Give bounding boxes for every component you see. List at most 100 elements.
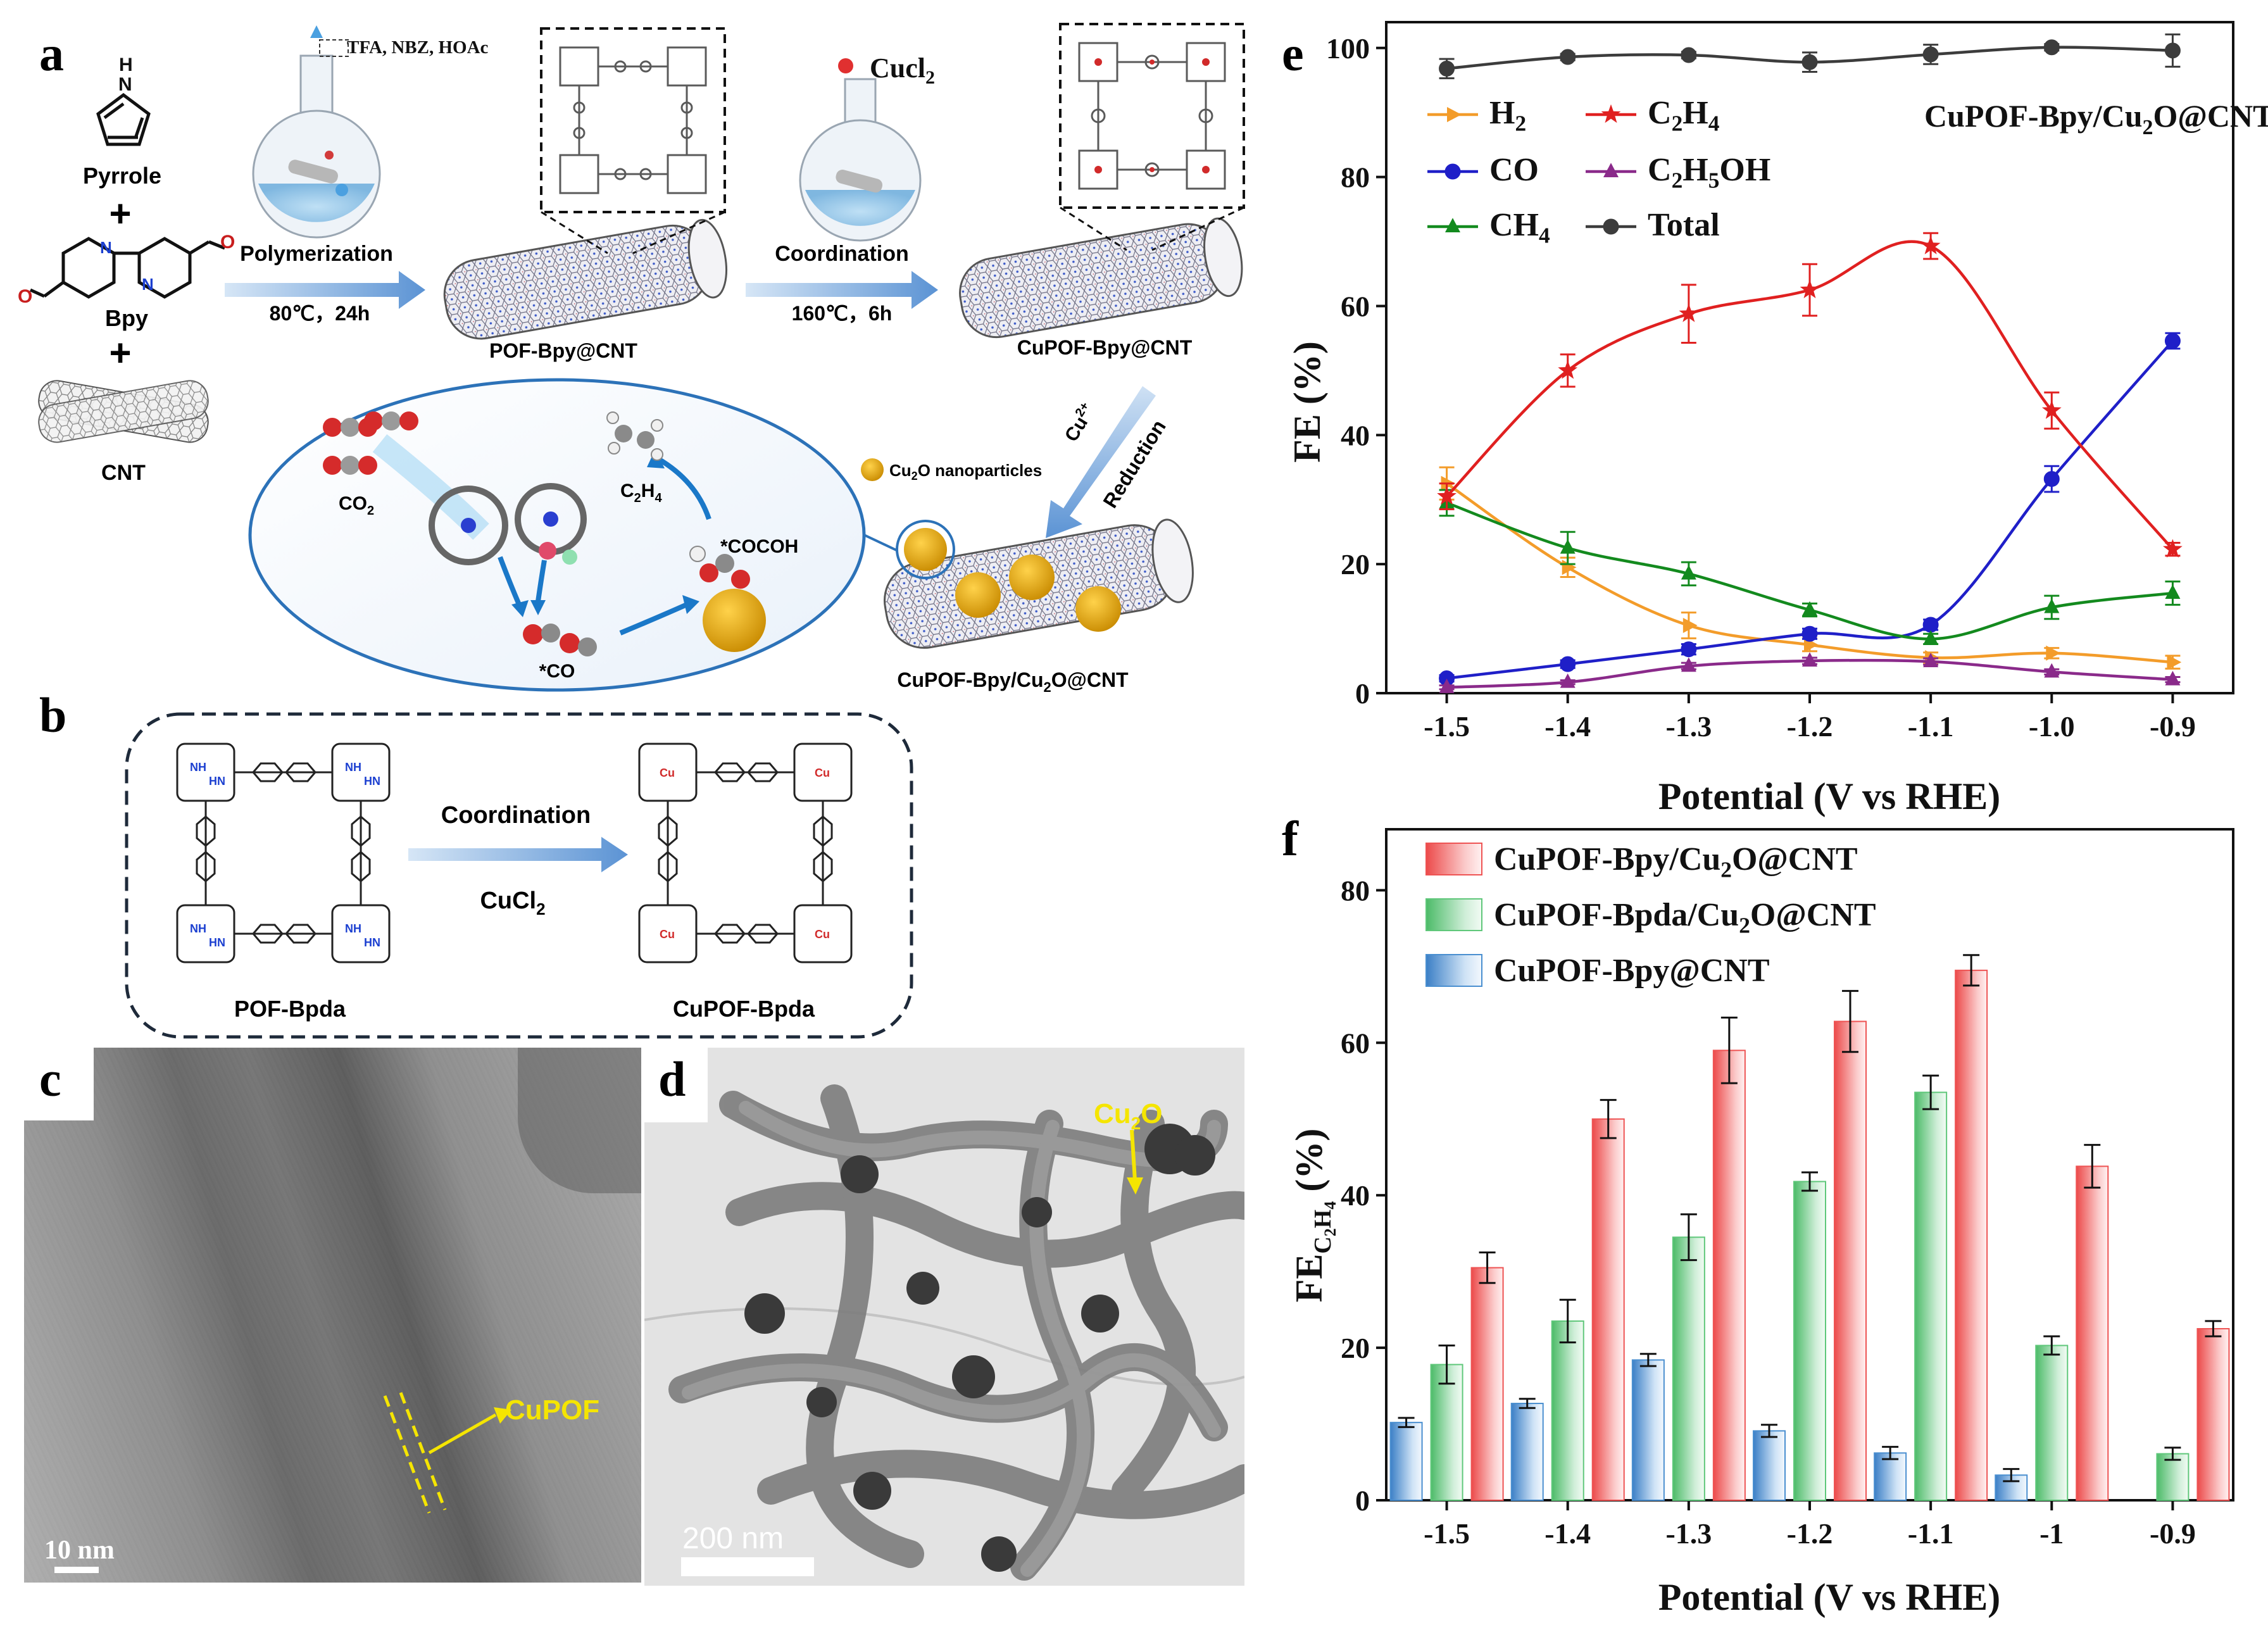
chart-e-legend-marker bbox=[1444, 163, 1461, 180]
mech-c2h4: C2H4 bbox=[620, 480, 662, 505]
panel-b-arrow bbox=[408, 837, 628, 872]
chart-e-point bbox=[1679, 303, 1699, 322]
arrow-coordination bbox=[746, 271, 938, 309]
product-pof-bpy-cnt: POF-Bpy@CNT bbox=[489, 339, 637, 362]
step2-condition: 160℃，6h bbox=[792, 302, 893, 325]
chart-f-bar bbox=[2156, 1453, 2190, 1501]
chart-f-bar bbox=[1631, 1359, 1665, 1502]
chart-e-point bbox=[1682, 617, 1698, 633]
chart-f-bar bbox=[1874, 1452, 1907, 1501]
chart-e-point bbox=[2164, 333, 2181, 349]
arrow-polymerization bbox=[225, 271, 425, 309]
chart-e-xlabel: Potential (V vs RHE) bbox=[1658, 775, 2001, 817]
chart-e-point bbox=[1802, 652, 1817, 667]
chart-f-bar bbox=[1591, 1118, 1625, 1501]
reactant-cnt: CNT bbox=[101, 461, 146, 485]
cupof-inset-framework bbox=[1078, 42, 1226, 190]
chart-f-xtick-label: -1.5 bbox=[1424, 1517, 1470, 1550]
chart-f-bar bbox=[1389, 1422, 1423, 1501]
cupof-bpda-label: CuPOF-Bpda bbox=[673, 996, 815, 1022]
svg-text:NH: NH bbox=[190, 922, 206, 935]
co2-molecules bbox=[323, 411, 418, 475]
chart-e-legend-label: C2H4 bbox=[1648, 95, 1720, 135]
chart-f-bar bbox=[1753, 1430, 1786, 1501]
panel-b-arrow-top: Coordination bbox=[441, 802, 591, 829]
chart-e-point bbox=[1560, 656, 1576, 672]
chart-f-ytick-label: 20 bbox=[1341, 1332, 1370, 1364]
product-cupof-cu2o-cnt: CuPOF-Bpy/Cu2O@CNT bbox=[897, 668, 1129, 695]
chart-f-xtick-label: -1 bbox=[2039, 1517, 2064, 1550]
panel-label-e: e bbox=[1282, 26, 1304, 81]
panel-label-f: f bbox=[1282, 811, 1298, 866]
panel-label-b: b bbox=[39, 687, 67, 743]
chart-f-ytick-label: 80 bbox=[1341, 874, 1370, 906]
chart-f-ylabel: FEC2H4 (%) bbox=[1288, 1129, 1339, 1303]
svg-text:NH: NH bbox=[345, 922, 361, 935]
cu2o-np-legend-dot bbox=[861, 458, 884, 481]
porphyrin-model bbox=[429, 483, 587, 565]
panel-a-scheme: N H Pyrrole + O O N N Bpy + CNT TFA, NB bbox=[18, 23, 1245, 695]
chart-e-point bbox=[2165, 584, 2181, 599]
svg-text:HN: HN bbox=[364, 775, 380, 787]
svg-text:NH: NH bbox=[190, 761, 206, 774]
reactant-bpy: Bpy bbox=[105, 305, 148, 331]
chart-e-ytick-label: 40 bbox=[1341, 419, 1370, 451]
chart-e-point bbox=[1922, 46, 1939, 63]
chart-f-xlabel: Potential (V vs RHE) bbox=[1658, 1576, 2001, 1618]
chart-e-ylabel: FE (%) bbox=[1286, 341, 1328, 463]
chart-f-xtick-label: -1.4 bbox=[1544, 1517, 1591, 1550]
chart-e-point bbox=[1681, 565, 1696, 580]
svg-text:O: O bbox=[18, 286, 32, 307]
chart-f-ytick-label: 60 bbox=[1341, 1027, 1370, 1059]
chart-f-ytick-label: 0 bbox=[1355, 1484, 1370, 1517]
chart-e-ytick-label: 20 bbox=[1341, 548, 1370, 580]
chart-f-xtick-label: -0.9 bbox=[2150, 1517, 2196, 1550]
svg-text:Cu: Cu bbox=[815, 767, 830, 779]
chart-e-ytick-label: 0 bbox=[1355, 677, 1370, 710]
svg-text:N: N bbox=[100, 238, 112, 257]
chart-f-bar bbox=[2076, 1165, 2109, 1501]
step1-name: Polymerization bbox=[240, 242, 393, 266]
step3-ion: Cu2+ bbox=[1059, 399, 1100, 445]
chart-f-bar bbox=[1955, 969, 1988, 1502]
pof-bpda-structure bbox=[176, 743, 391, 963]
chart-f-legend-label: CuPOF-Bpy@CNT bbox=[1494, 953, 1770, 989]
chart-e-series-line bbox=[1446, 501, 2173, 641]
chart-e-point bbox=[2041, 400, 2062, 419]
chart-e-xtick-label: -1.5 bbox=[1424, 710, 1470, 743]
chart-e-xtick-label: -1.2 bbox=[1787, 710, 1833, 743]
svg-text:N: N bbox=[118, 74, 132, 95]
chart-e-point bbox=[2167, 655, 2182, 670]
chart-f-bar bbox=[2196, 1327, 2230, 1502]
chart-f-bar bbox=[1914, 1091, 1948, 1501]
chart-f-bar bbox=[1712, 1050, 1746, 1501]
chart-e-point bbox=[2163, 539, 2183, 558]
chart-e-point bbox=[2044, 663, 2060, 678]
chart-e-xtick-label: -1.3 bbox=[1665, 710, 1712, 743]
plus-2: + bbox=[109, 332, 131, 374]
svg-text:HN: HN bbox=[209, 775, 225, 787]
panel-label-c: c bbox=[39, 1051, 61, 1107]
chart-e-point bbox=[2043, 39, 2060, 56]
mech-co: *CO bbox=[539, 661, 575, 682]
svg-text:N: N bbox=[142, 275, 154, 294]
product-cupof-bpy-cnt: CuPOF-Bpy@CNT bbox=[1017, 336, 1193, 359]
panel-label-d: d bbox=[658, 1051, 686, 1107]
panel-c-annotation: CuPOF bbox=[505, 1395, 600, 1426]
pyrrole-structure bbox=[96, 92, 151, 146]
cupof-bpy-cnt-tube bbox=[959, 217, 1243, 339]
chart-f-bar bbox=[1430, 1364, 1463, 1501]
chart-e-point bbox=[1923, 653, 1939, 668]
chart-f-bar bbox=[1470, 1267, 1504, 1501]
cupof-inset-box bbox=[1059, 23, 1245, 209]
chart-e-point bbox=[1437, 486, 1457, 505]
panel-label-a: a bbox=[39, 26, 64, 81]
svg-text:Cu: Cu bbox=[660, 767, 675, 779]
chart-e-point bbox=[1923, 630, 1939, 645]
panel-d-tem-image: Cu2O 200 nm bbox=[644, 1048, 1244, 1586]
mech-cocoh: *COCOH bbox=[720, 536, 798, 557]
chart-e-legend-marker bbox=[1447, 107, 1462, 122]
chart-e-xtick-label: -0.9 bbox=[2150, 710, 2196, 743]
chart-e-point bbox=[2165, 670, 2181, 686]
chart-e-legend-label: C2H5OH bbox=[1648, 152, 1770, 192]
